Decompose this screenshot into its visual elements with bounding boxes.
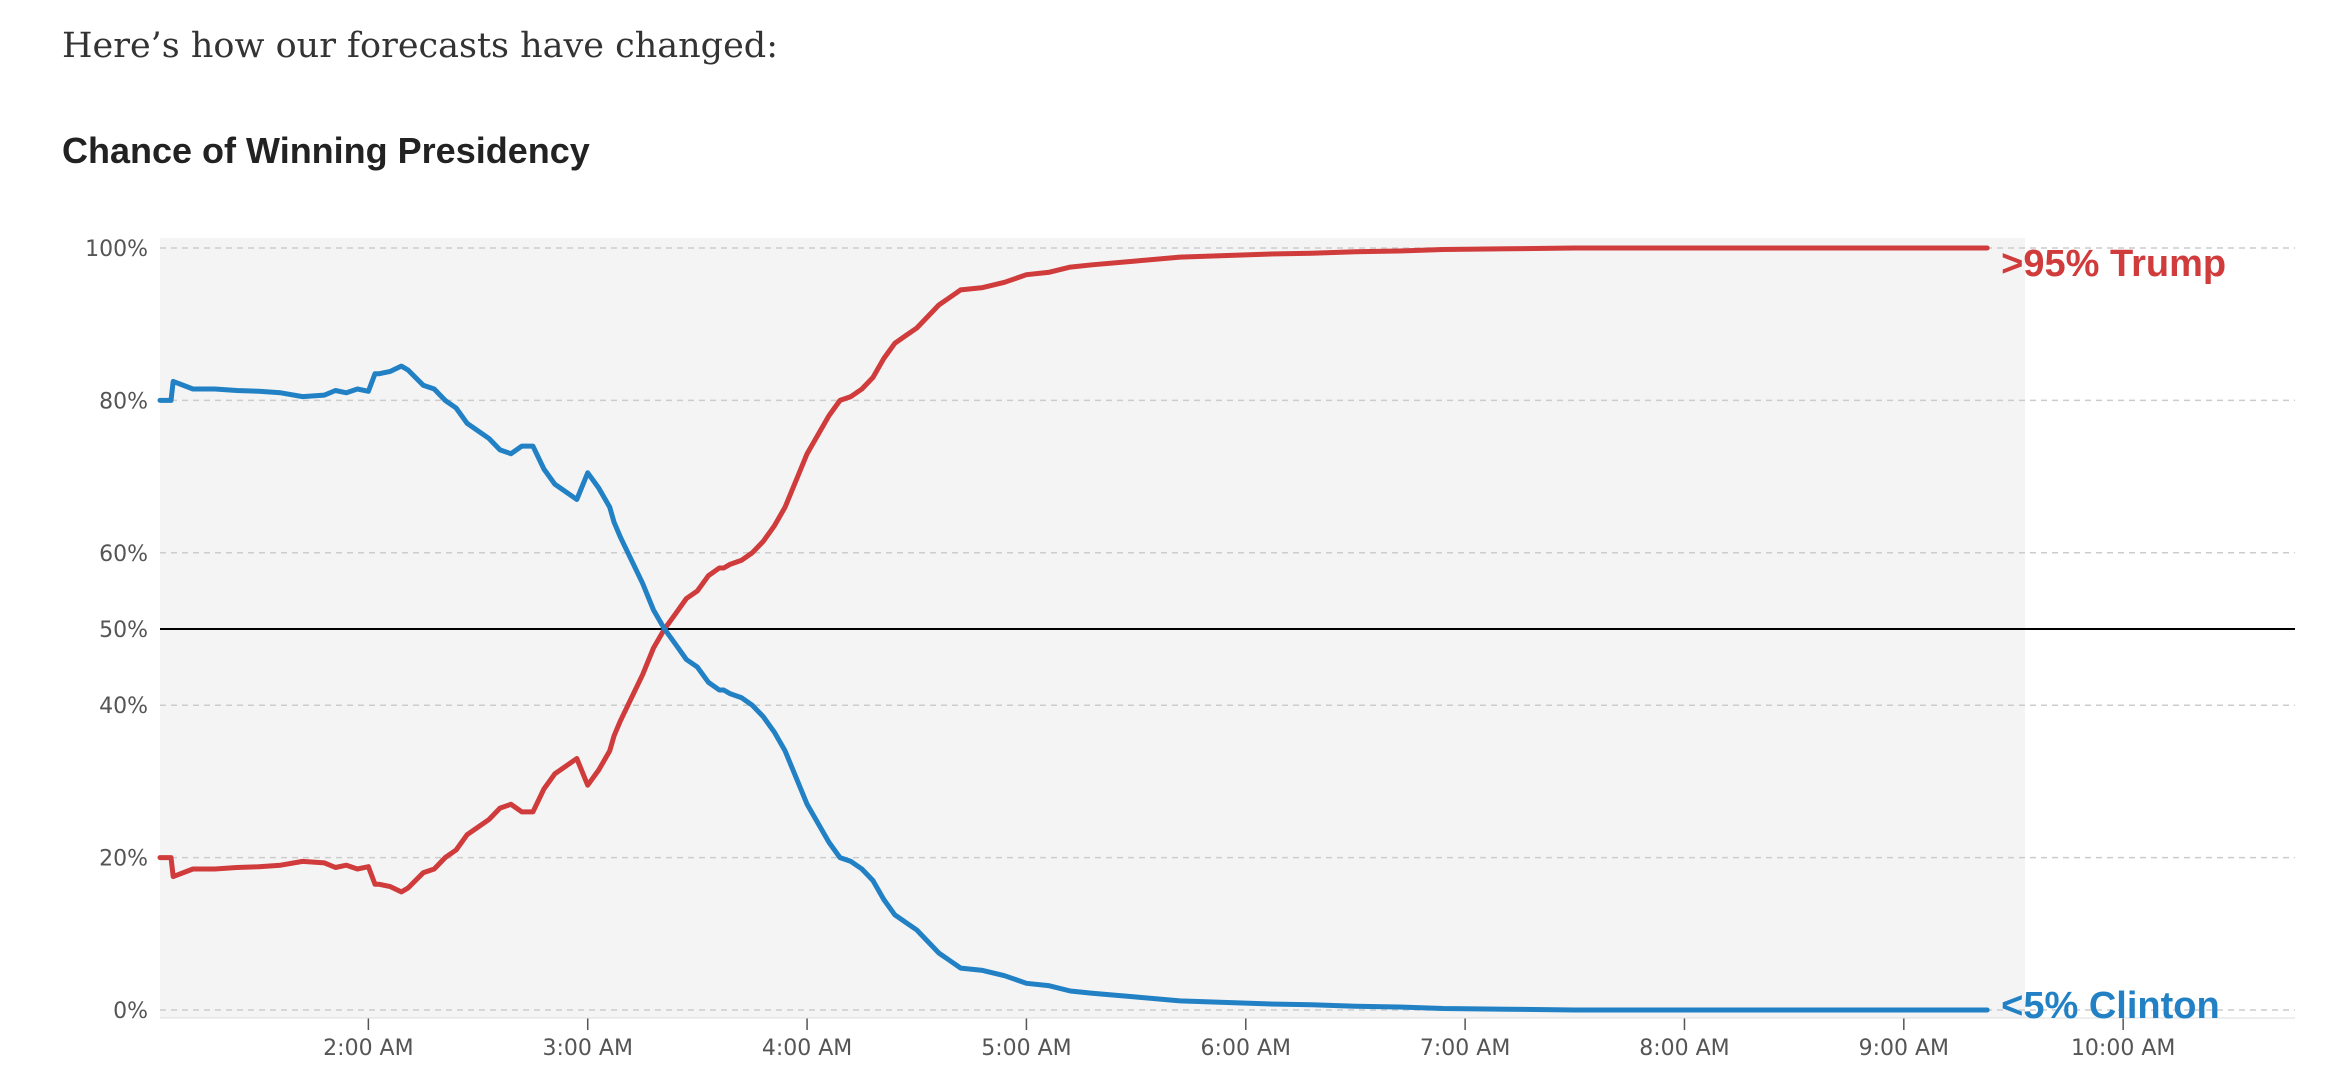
x-tick-label: 7:00 AM [1420,1036,1510,1061]
y-axis-ticks: 0% 20% 40% 50% 60% 80% 100% [85,237,148,1024]
y-tick-label: 100% [85,237,148,262]
gridlines [160,247,2295,1011]
x-tick-label: 8:00 AM [1639,1036,1729,1061]
end-labels: >95% Trump <5% Clinton [2001,243,2226,1027]
intro-text: Here’s how our forecasts have changed: [62,26,778,66]
trump-end-label: >95% Trump [2001,243,2226,285]
x-tick-label: 3:00 AM [543,1036,633,1061]
x-tick-label: 4:00 AM [762,1036,852,1061]
clinton-line [157,363,1990,1013]
y-tick-label: 40% [99,694,148,719]
x-tick-label: 6:00 AM [1201,1036,1291,1061]
x-tick-label: 9:00 AM [1859,1036,1949,1061]
x-axis-ticks: 2:00 AM 3:00 AM 4:00 AM 5:00 AM 6:00 AM 7:00 … [160,1017,2295,1061]
y-tick-label: 60% [99,542,148,567]
series-lines [157,245,1990,1013]
clinton-end-label: <5% Clinton [2001,985,2220,1027]
chart-title: Chance of Winning Presidency [62,130,590,171]
y-tick-label: 0% [113,999,148,1024]
y-tick-label: 50% [99,618,148,643]
x-tick-label: 10:00 AM [2071,1036,2175,1061]
x-tick-label: 2:00 AM [323,1036,413,1061]
trump-line [157,245,1990,895]
y-tick-label: 80% [99,389,148,414]
y-tick-label: 20% [99,847,148,872]
x-tick-label: 5:00 AM [981,1036,1071,1061]
